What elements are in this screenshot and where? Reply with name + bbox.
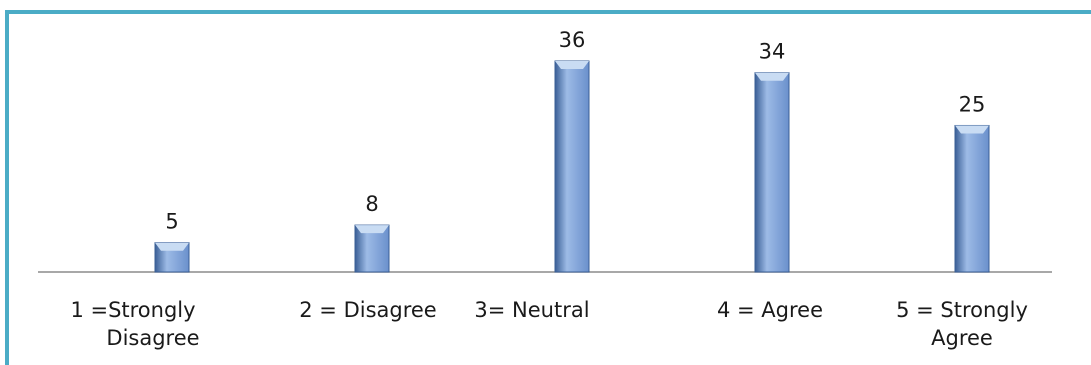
bar-3: [554, 60, 590, 273]
bar-4: [754, 72, 790, 273]
data-label-1: 5: [165, 210, 178, 234]
bar-cap-5: [955, 125, 989, 134]
bar-body-4: [754, 72, 790, 273]
bar-cap-4: [755, 72, 789, 81]
category-label-2: 2 = Disagree: [299, 298, 436, 322]
category-label-5: 5 = Strongly Agree: [896, 298, 1028, 350]
bar-5: [954, 124, 990, 273]
category-label-3: 3= Neutral: [474, 298, 589, 322]
bar-cap-2: [355, 225, 389, 234]
bar-body-3: [554, 60, 590, 273]
frame-border-left: [5, 10, 9, 365]
bar-cap-1: [155, 242, 189, 251]
data-label-2: 8: [365, 192, 378, 216]
value-labels-layer: 5 8 36 34 25: [165, 28, 985, 234]
category-label-4: 4 = Agree: [717, 298, 823, 322]
data-label-3: 36: [559, 28, 586, 52]
frame-border-top: [5, 10, 1091, 14]
bar-1: [154, 242, 190, 273]
bar-body-5: [954, 124, 990, 273]
bar-2: [354, 224, 390, 273]
category-labels-layer: 1 =Strongly Disagree 2 = Disagree 3= Neutra…: [70, 298, 1027, 350]
data-label-5: 25: [959, 92, 986, 116]
bars-layer: [154, 60, 990, 273]
bar-cap-3: [555, 61, 589, 69]
data-label-4: 34: [759, 40, 786, 64]
category-label-1: 1 =Strongly Disagree: [70, 298, 199, 350]
